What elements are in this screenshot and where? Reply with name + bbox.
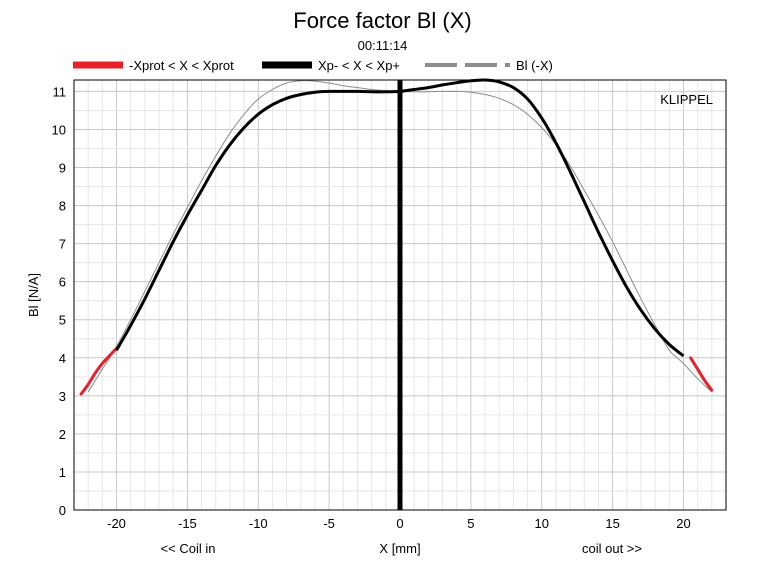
- x-tick-label: -15: [178, 516, 197, 531]
- y-tick-label: 0: [59, 503, 66, 518]
- x-right-note: coil out >>: [582, 541, 642, 556]
- y-tick-label: 6: [59, 275, 66, 290]
- y-tick-label: 9: [59, 161, 66, 176]
- x-axis-label: X [mm]: [379, 541, 420, 556]
- series-line-xprot-left: [79, 346, 118, 396]
- legend: -Xprot < X < Xprot Xp- < X < Xp+ Bl (-X): [73, 58, 553, 73]
- x-tick-label: -20: [107, 516, 126, 531]
- series-line-xprot-right: [689, 356, 714, 392]
- plot-frame: [73, 79, 727, 511]
- y-tick-label: 2: [59, 427, 66, 442]
- x-tick-label: 10: [535, 516, 549, 531]
- watermark-klippel: KLIPPEL: [660, 92, 713, 107]
- x-tick-label: 0: [396, 516, 403, 531]
- x-tick-label: 15: [605, 516, 619, 531]
- chart-title: Force factor Bl (X): [293, 8, 472, 33]
- legend-label-xp: Xp- < X < Xp+: [318, 58, 400, 73]
- y-axis-label: Bl [N/A]: [26, 273, 41, 317]
- y-tick-label: 11: [53, 84, 67, 99]
- x-tick-label: -5: [323, 516, 335, 531]
- y-tick-label: 4: [59, 351, 66, 366]
- legend-label-xprot: -Xprot < X < Xprot: [129, 58, 234, 73]
- y-tick-label: 5: [59, 313, 66, 328]
- y-tick-label: 7: [59, 237, 66, 252]
- y-tick-label: 8: [59, 199, 66, 214]
- x-tick-label: 5: [467, 516, 474, 531]
- x-tick-label: -10: [249, 516, 268, 531]
- legend-label-bl-neg: Bl (-X): [516, 58, 553, 73]
- chart-subtitle: 00:11:14: [357, 38, 408, 53]
- y-tick-label: 3: [59, 389, 66, 404]
- y-tick-label: 10: [52, 122, 66, 137]
- plot-area: [79, 78, 714, 510]
- x-left-note: << Coil in: [161, 541, 216, 556]
- tick-labels: -20 -15 -10 -5 0 5 10 15 20 0 1 2 3 4 5 6 7 8 9 10 11: [52, 84, 691, 531]
- y-tick-label: 1: [59, 465, 66, 480]
- x-tick-label: 20: [676, 516, 690, 531]
